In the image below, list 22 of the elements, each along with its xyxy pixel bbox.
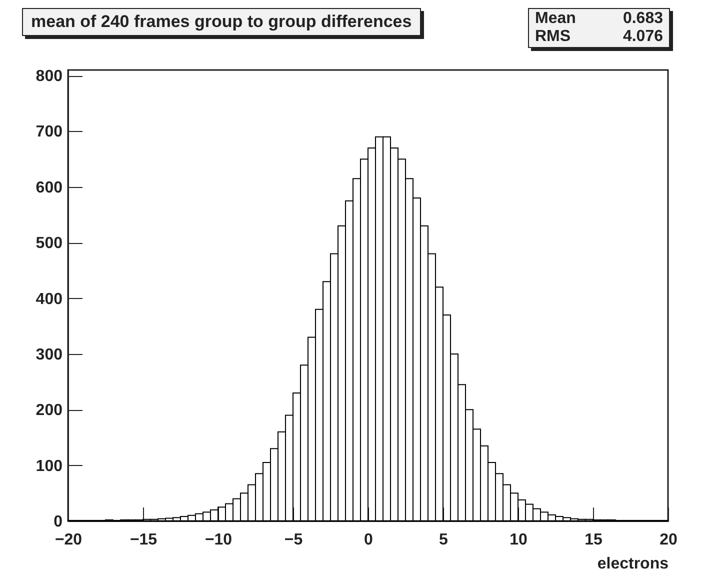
x-tick-label: −15 xyxy=(130,532,158,548)
y-tick-label: 500 xyxy=(36,235,63,252)
y-tick-label: 300 xyxy=(36,346,63,364)
y-tick-label: 400 xyxy=(36,290,63,308)
x-tick-label: 20 xyxy=(660,532,678,548)
y-tick-label: 600 xyxy=(36,179,63,196)
y-tick-label: 200 xyxy=(36,402,63,420)
y-tick-label: 800 xyxy=(36,68,63,86)
x-tick-label: 10 xyxy=(510,532,528,548)
y-tick-label: 100 xyxy=(36,458,63,475)
text: Mean 0.683 xyxy=(535,10,663,28)
x-axis-title: electrons xyxy=(597,556,669,572)
y-tick-label: 0 xyxy=(54,514,63,530)
chart-title: mean of 240 frames group to group differences xyxy=(22,8,421,36)
y-tick-label: 700 xyxy=(36,124,63,141)
x-tick-label: −10 xyxy=(204,532,232,548)
text: RMS 4.076 xyxy=(535,28,663,46)
x-tick-label: −5 xyxy=(284,532,303,548)
x-tick-label: 0 xyxy=(364,532,374,548)
x-tick-label: 5 xyxy=(439,532,448,548)
x-tick-label: −20 xyxy=(54,532,82,548)
x-tick-label: 15 xyxy=(584,532,602,548)
